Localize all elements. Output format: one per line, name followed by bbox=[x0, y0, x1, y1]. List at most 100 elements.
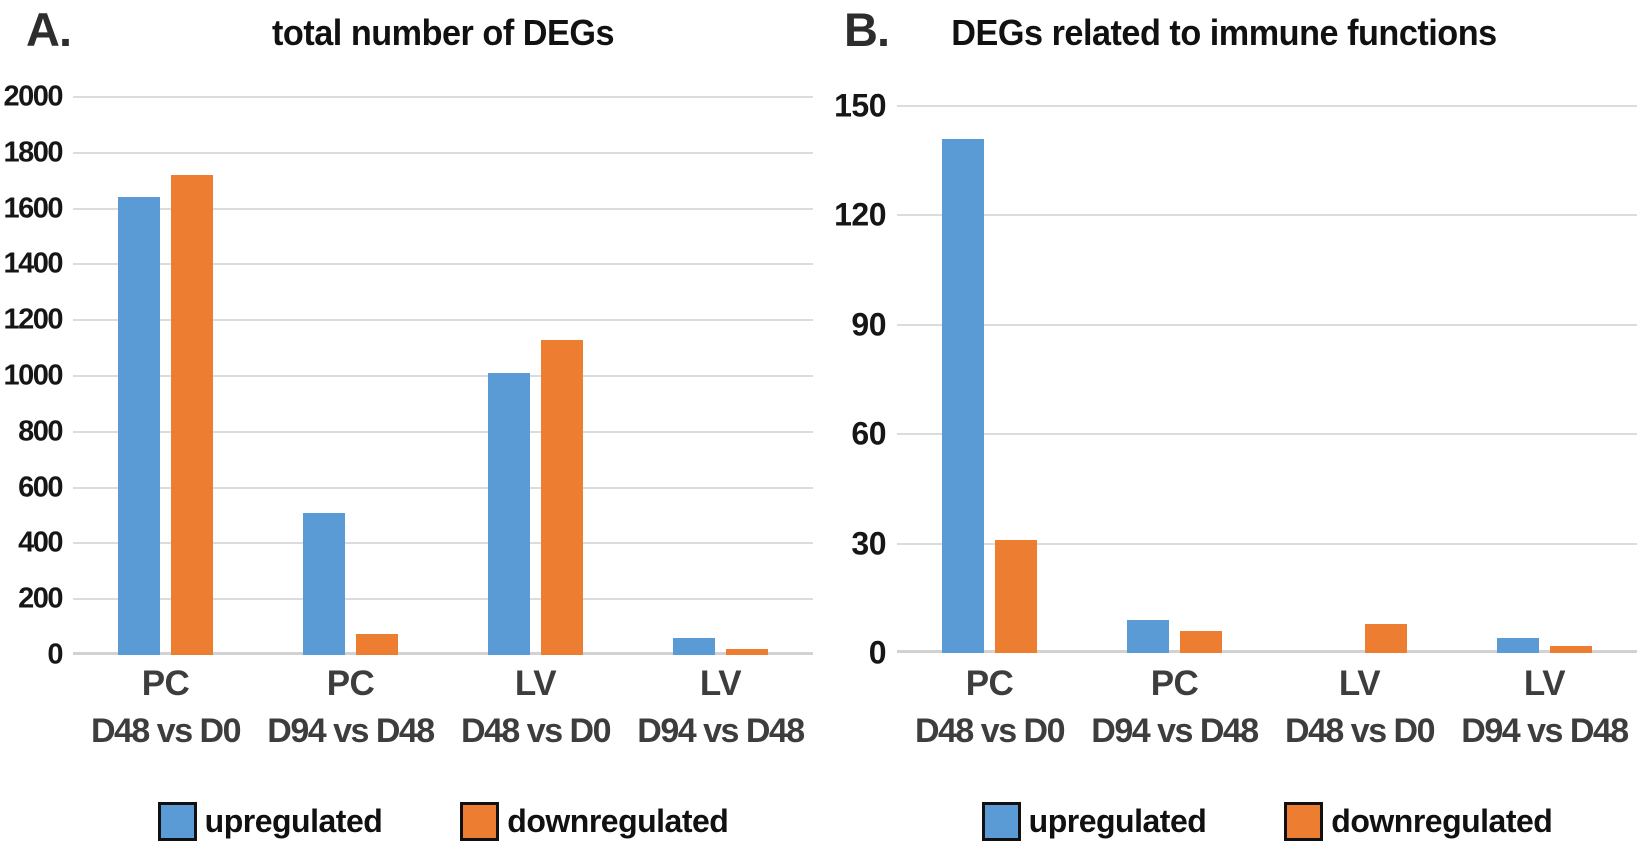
bar-upregulated bbox=[1127, 620, 1169, 653]
panel-a-x-axis-labels: PC D48 vs D0 PC D94 vs D48 LV D48 vs D0 LV D94 … bbox=[73, 664, 813, 751]
panel-a-legend: upregulated downregulated bbox=[73, 802, 813, 841]
panel-a: A. total number of DEGs 2000 1800 1600 1400… bbox=[0, 3, 813, 841]
bar-downregulated bbox=[1365, 623, 1407, 653]
gridline bbox=[73, 542, 813, 545]
bar-downregulated bbox=[171, 175, 213, 655]
x-category-tissue: LV bbox=[699, 664, 742, 703]
panel-a-chart-title: total number of DEGs bbox=[271, 12, 615, 53]
y-tick-label: 0 bbox=[47, 638, 63, 671]
y-tick-label: 400 bbox=[18, 526, 63, 559]
gridline bbox=[897, 214, 1637, 217]
panel-b-y-axis: 150 120 90 60 30 0 bbox=[824, 88, 886, 671]
legend-item-upregulated: upregulated bbox=[981, 802, 1207, 841]
bar-upregulated bbox=[1497, 638, 1539, 653]
bars-layer bbox=[73, 97, 813, 655]
x-category-tissue: PC bbox=[141, 664, 190, 703]
y-tick-label: 60 bbox=[851, 415, 886, 452]
x-category-comparison: D48 vs D0 bbox=[914, 712, 1066, 751]
y-tick-label: 90 bbox=[851, 306, 886, 343]
gridline bbox=[73, 430, 813, 433]
x-category-label: PC D48 vs D0 bbox=[73, 664, 258, 751]
gridline bbox=[73, 598, 813, 601]
gridline bbox=[73, 263, 813, 266]
bar-upregulated bbox=[488, 373, 530, 655]
bar-group-pc-2 bbox=[258, 97, 443, 655]
gridline bbox=[897, 433, 1637, 436]
bar-group-lv-4 bbox=[628, 97, 813, 655]
gridline bbox=[73, 486, 813, 489]
legend-swatch-upregulated bbox=[981, 802, 1021, 841]
legend-label-upregulated: upregulated bbox=[1028, 803, 1207, 839]
gridline bbox=[73, 652, 813, 655]
bar-group-pc-2 bbox=[1082, 106, 1267, 653]
x-category-label: LV D94 vs D48 bbox=[1452, 664, 1637, 751]
panel-a-plot-area bbox=[73, 96, 813, 655]
panel-b-chart-title: DEGs related to immune functions bbox=[951, 12, 1497, 53]
x-category-tissue: LV bbox=[514, 664, 557, 703]
panel-b-plot-area bbox=[897, 105, 1637, 653]
x-category-comparison: D48 vs D0 bbox=[90, 712, 242, 751]
gridline bbox=[897, 105, 1637, 107]
bar-upregulated bbox=[942, 138, 984, 653]
legend-item-downregulated: downregulated bbox=[460, 802, 729, 841]
bar-group-lv-3 bbox=[443, 97, 628, 655]
y-tick-label: 1000 bbox=[3, 359, 63, 392]
x-category-comparison: D94 vs D48 bbox=[1461, 712, 1629, 751]
x-category-comparison: D94 vs D48 bbox=[1091, 712, 1259, 751]
bar-upregulated bbox=[673, 638, 715, 655]
bar-group-pc-1 bbox=[897, 106, 1082, 653]
x-category-label: PC D94 vs D48 bbox=[258, 664, 443, 751]
panel-a-letter: A. bbox=[26, 3, 72, 56]
legend-label-upregulated: upregulated bbox=[204, 803, 383, 839]
bar-upregulated bbox=[118, 197, 160, 655]
y-tick-label: 1400 bbox=[3, 247, 63, 280]
x-category-comparison: D48 vs D0 bbox=[460, 712, 612, 751]
x-category-label: LV D48 vs D0 bbox=[443, 664, 628, 751]
gridline bbox=[73, 151, 813, 154]
x-category-tissue: PC bbox=[326, 664, 375, 703]
gridline bbox=[73, 207, 813, 210]
gridline bbox=[897, 650, 1637, 653]
bar-downregulated bbox=[1550, 645, 1592, 653]
y-tick-label: 0 bbox=[868, 634, 887, 671]
gridline bbox=[897, 323, 1637, 326]
bars-layer bbox=[897, 106, 1637, 653]
y-tick-label: 150 bbox=[834, 87, 886, 124]
gridline bbox=[73, 375, 813, 377]
y-tick-label: 800 bbox=[18, 415, 63, 448]
x-category-comparison: D94 vs D48 bbox=[267, 712, 435, 751]
y-tick-label: 1800 bbox=[3, 136, 63, 169]
y-tick-label: 30 bbox=[851, 525, 886, 562]
x-category-tissue: LV bbox=[1338, 664, 1381, 703]
bar-downregulated bbox=[995, 539, 1037, 653]
gridline bbox=[73, 96, 813, 98]
legend-item-downregulated: downregulated bbox=[1284, 802, 1553, 841]
y-tick-label: 120 bbox=[834, 196, 886, 233]
y-tick-label: 200 bbox=[18, 582, 63, 615]
legend-label-downregulated: downregulated bbox=[1331, 803, 1553, 839]
panel-b: B. DEGs related to immune functions 150 1… bbox=[824, 0, 1648, 856]
panel-a-y-axis: 2000 1800 1600 1400 1200 1000 800 600 400 200 0 bbox=[0, 81, 63, 671]
bar-downregulated bbox=[1180, 631, 1222, 653]
bar-group-pc-1 bbox=[73, 97, 258, 655]
bar-downregulated bbox=[726, 649, 768, 655]
bar-group-lv-4 bbox=[1452, 106, 1637, 653]
y-tick-label: 600 bbox=[18, 471, 63, 504]
gridline bbox=[73, 319, 813, 322]
legend-swatch-downregulated bbox=[460, 802, 500, 841]
x-category-tissue: LV bbox=[1523, 664, 1566, 703]
panel-b-x-axis-labels: PC D48 vs D0 PC D94 vs D48 LV D48 vs D0 LV D94 … bbox=[897, 664, 1637, 751]
legend-swatch-downregulated bbox=[1284, 802, 1324, 841]
panel-b-letter: B. bbox=[844, 3, 890, 56]
legend-item-upregulated: upregulated bbox=[157, 802, 383, 841]
bar-downregulated bbox=[356, 634, 398, 655]
x-category-tissue: PC bbox=[965, 664, 1014, 703]
x-category-tissue: PC bbox=[1150, 664, 1199, 703]
y-tick-label: 2000 bbox=[3, 80, 63, 113]
x-category-label: LV D94 vs D48 bbox=[628, 664, 813, 751]
x-category-comparison: D48 vs D0 bbox=[1284, 712, 1436, 751]
gridline bbox=[897, 542, 1637, 545]
bar-downregulated bbox=[541, 339, 583, 655]
x-category-label: PC D48 vs D0 bbox=[897, 664, 1082, 751]
